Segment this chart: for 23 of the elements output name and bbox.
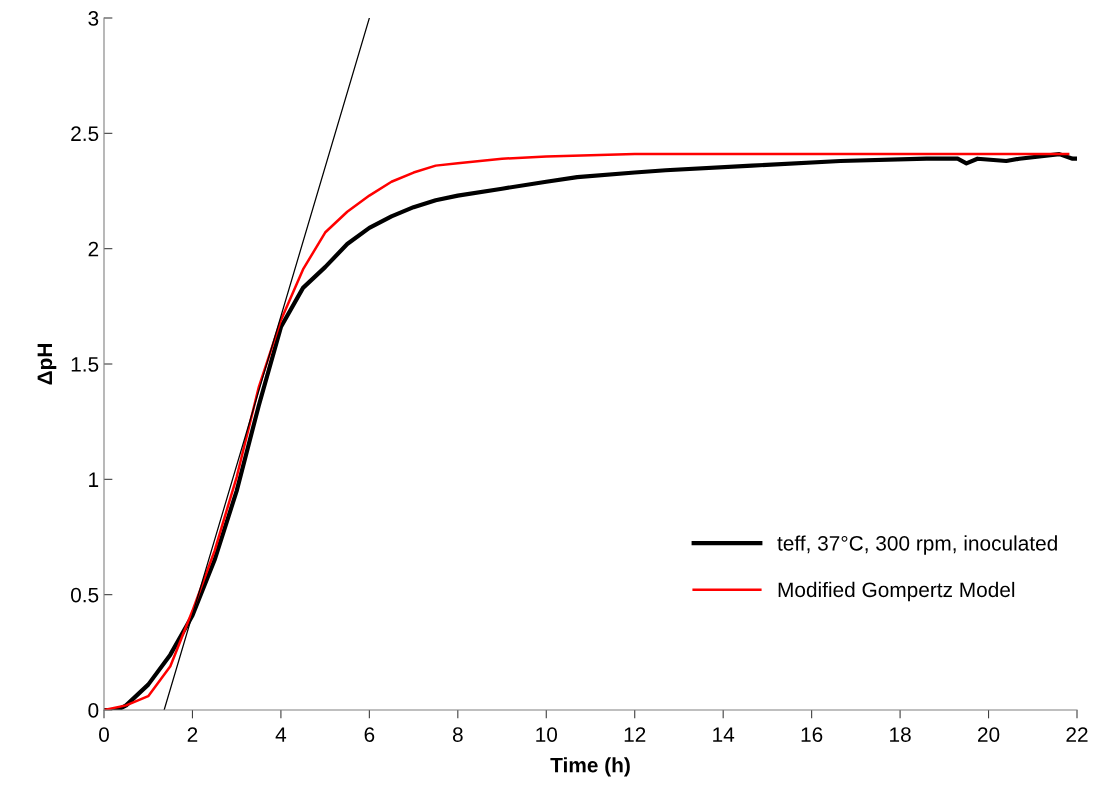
y-tick-label: 2.5 [71,126,99,142]
y-tick-label: 1.5 [71,357,99,372]
x-tick-label: 10 [536,727,558,742]
y-tick-label: 1 [89,472,99,487]
legend-label: Modified Gompertz Model [778,581,1015,602]
y-tick-label: 2 [88,241,99,257]
x-tick-label: 22 [1066,727,1088,742]
x-tick-label: 0 [99,727,109,742]
x-tick-label: 14 [713,727,735,742]
x-tick-label: 8 [452,727,463,742]
x-tick-label: 6 [364,727,375,742]
x-tick-label: 12 [624,727,646,742]
x-tick-label: 20 [978,727,1000,742]
y-axis-title: ΔpH [37,344,57,385]
x-tick-label: 2 [187,727,198,742]
y-tick-label: 0 [88,703,99,718]
legend-label: teff, 37°C, 300 rpm, inoculated [777,535,1057,555]
y-tick-label: 0.5 [70,587,99,603]
x-axis-title: Time (h) [550,757,630,777]
x-tick-label: 18 [890,727,911,742]
x-tick-label: 4 [275,727,287,742]
y-tick-label: 3 [88,11,99,26]
x-tick-label: 16 [801,727,823,742]
